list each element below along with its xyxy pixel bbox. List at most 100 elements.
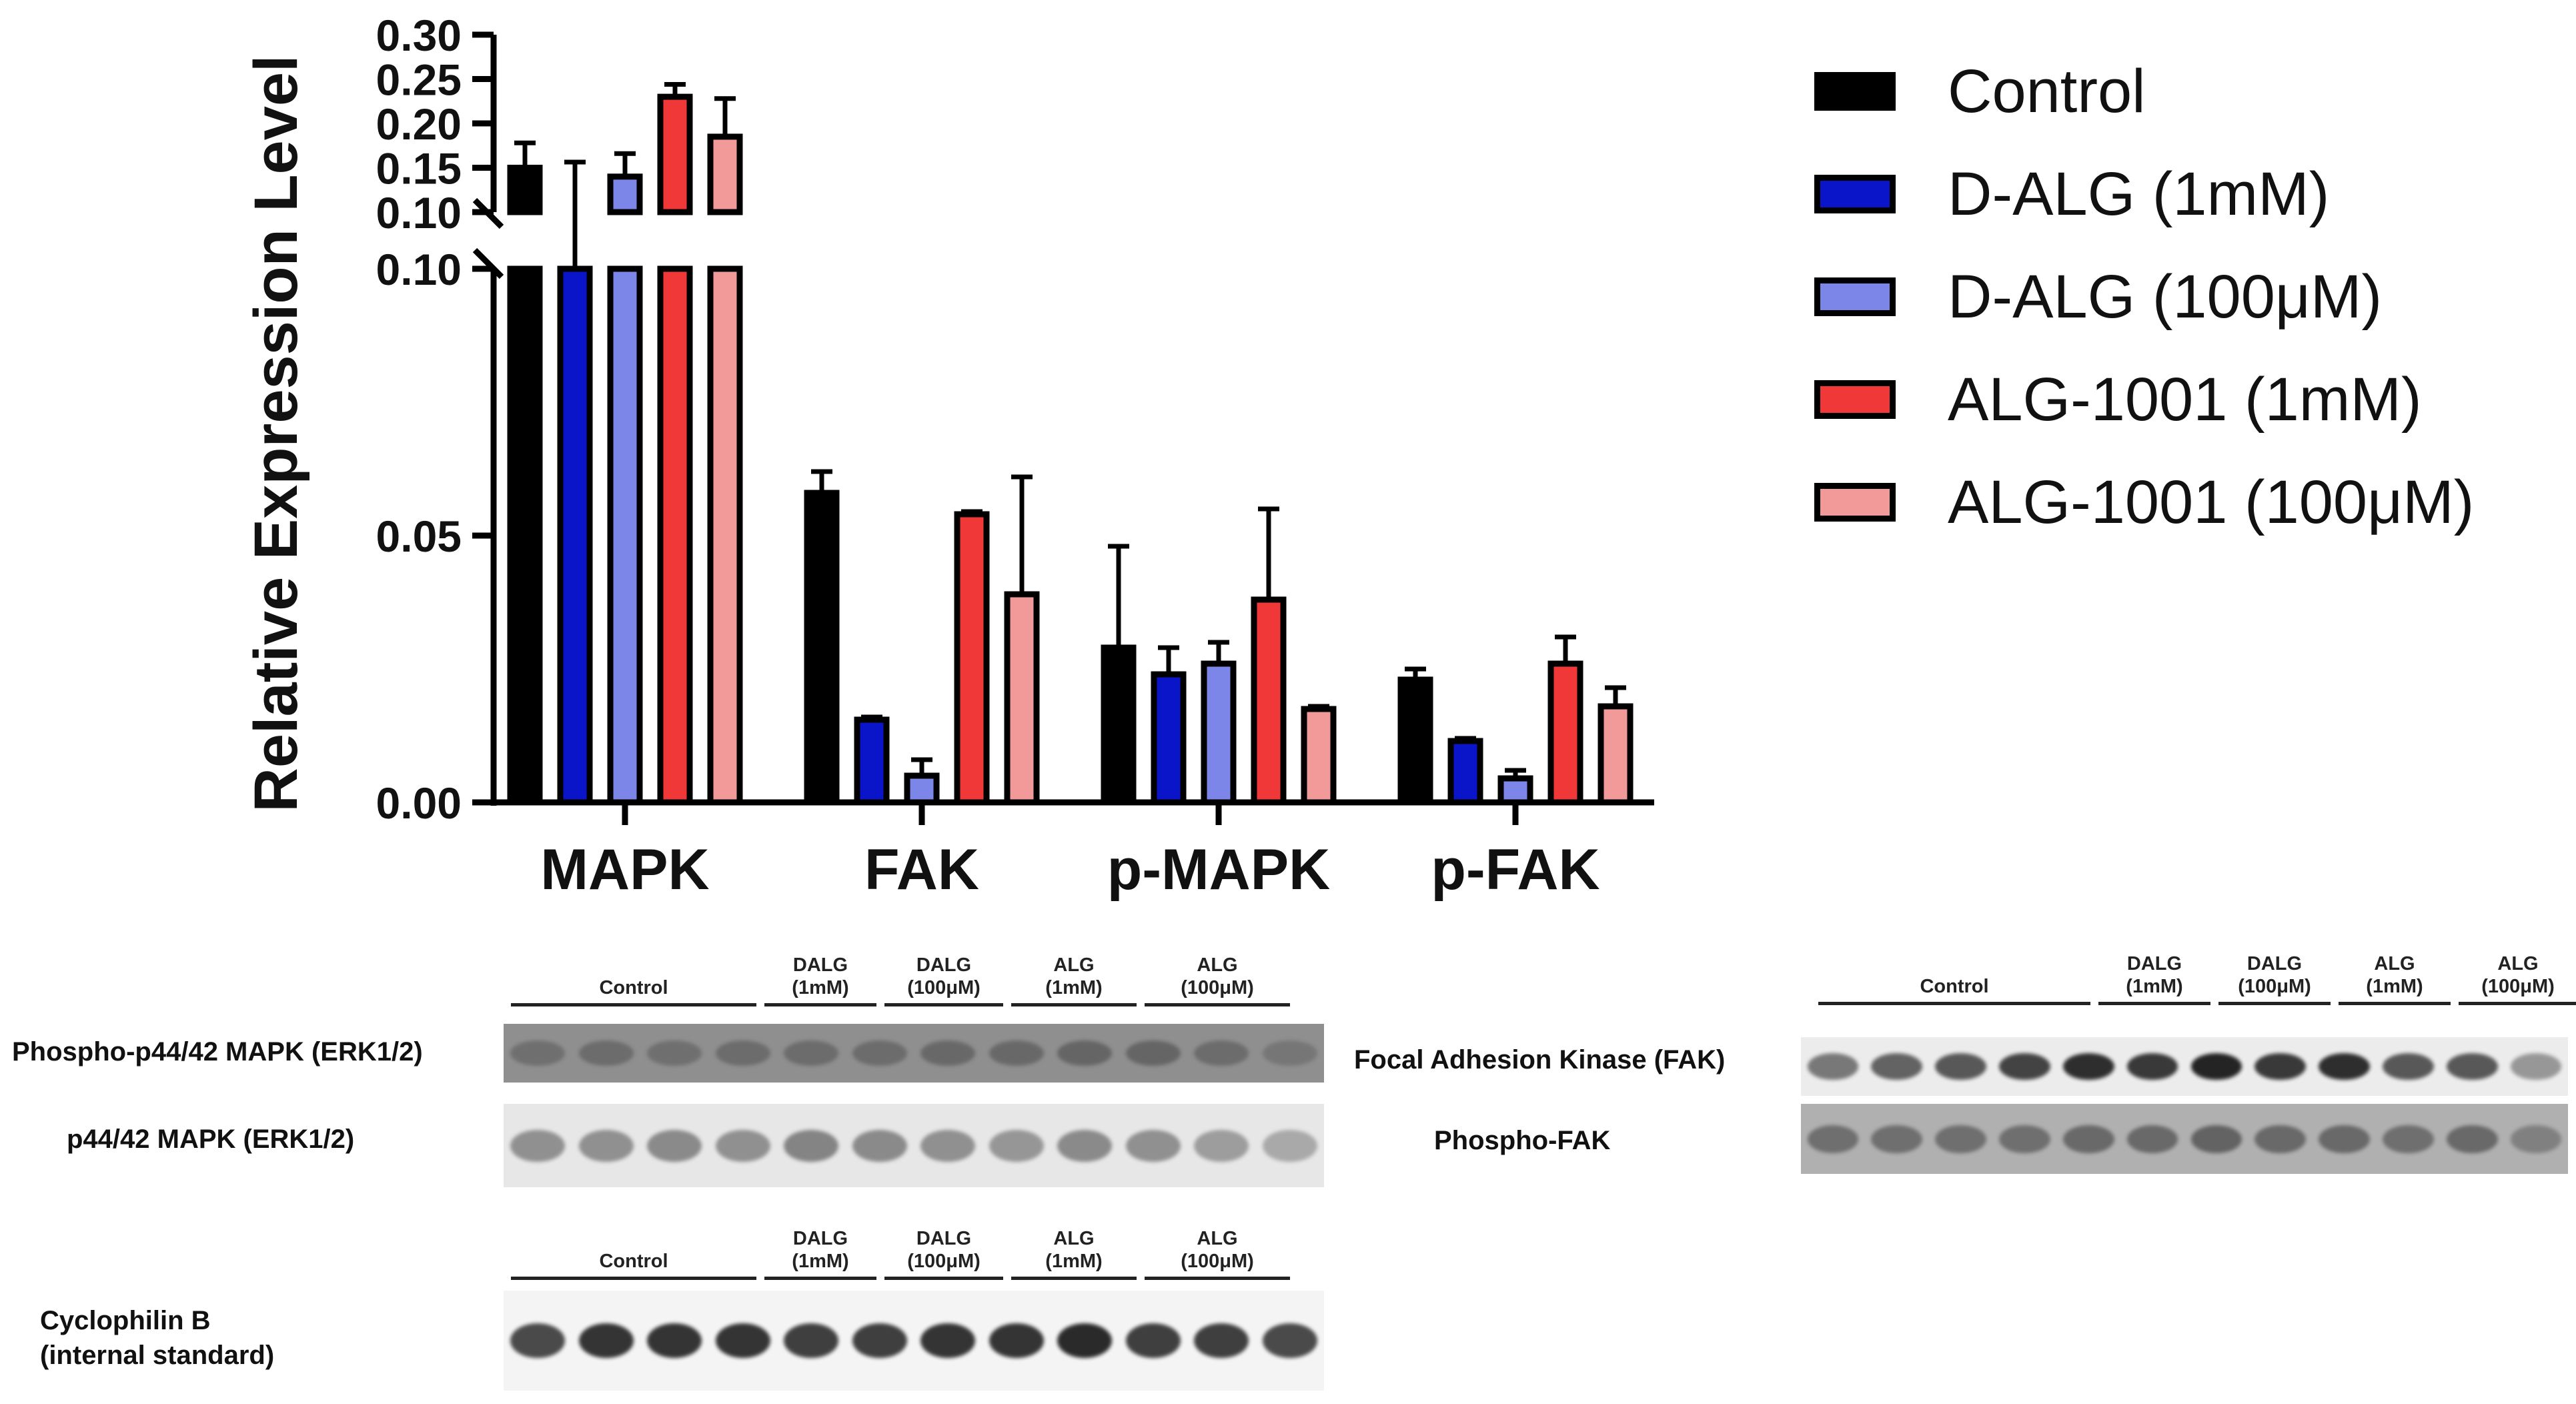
blot-band: [1057, 1323, 1113, 1358]
lane-group-underline: [2459, 1002, 2576, 1005]
blot-strip-fak: [1801, 1037, 2568, 1096]
legend-swatch: [1814, 380, 1896, 419]
blot-band: [852, 1040, 907, 1066]
lane-group-name: DALG: [2246, 953, 2303, 974]
lane-group-condition: Control: [599, 1251, 668, 1272]
blot-band: [2126, 1053, 2178, 1080]
legend-swatch: [1814, 175, 1896, 213]
blot-band: [715, 1040, 770, 1066]
lane-group-name: DALG: [792, 954, 848, 976]
lane-group-underline: [1145, 1003, 1290, 1006]
blot-strip-cyclophilin: [504, 1291, 1324, 1391]
lane-group-header: ALG (1mM): [2335, 952, 2455, 998]
lane-group-header: ALG (100μM): [1141, 954, 1294, 999]
lane-group-name: [507, 954, 760, 976]
blot-band: [1262, 1129, 1317, 1162]
blot-band: [784, 1040, 839, 1066]
blot-band: [920, 1323, 976, 1358]
blot-band: [1935, 1125, 1986, 1153]
bar-mapk-d-alg-1mm: [557, 265, 593, 806]
y-tick-label: 0.00: [376, 778, 462, 828]
lane-group-condition: (100μM): [907, 977, 981, 998]
total-mapk-label: p44/42 MAPK (ERK1/2): [67, 1125, 355, 1154]
lane-group-header: DALG (1mM): [760, 954, 880, 999]
lane-group-header: DALG (100μM): [2214, 952, 2335, 998]
blot-band: [510, 1040, 566, 1066]
bar-fak-d-alg-100-m: [904, 772, 940, 806]
chart-legend: Control D-ALG (1mM) D-ALG (100μM) ALG-1001 …: [1814, 40, 2474, 554]
lane-group-condition: (1mM): [1045, 977, 1103, 998]
bar-lower-mapk-alg-1001-1mm: [657, 265, 693, 806]
axis-break-mark: [472, 247, 504, 279]
lane-group-name: ALG: [2374, 953, 2415, 974]
blot-strip-total-mapk: [504, 1104, 1324, 1187]
blot-band: [2319, 1125, 2370, 1153]
blot-band: [1125, 1040, 1181, 1066]
blot-band: [2446, 1053, 2498, 1080]
lane-group-name: ALG: [1053, 1228, 1095, 1249]
blot-strip-phospho-mapk: [504, 1024, 1324, 1083]
legend-item: D-ALG (100μM): [1814, 245, 2474, 348]
blot-band: [2062, 1053, 2114, 1080]
blot-band: [1871, 1053, 1923, 1080]
lane-group-underline: [764, 1277, 876, 1280]
blot-band: [1935, 1053, 1986, 1080]
lane-group-condition: (1mM): [792, 977, 849, 998]
lane-group-name: ALG: [1053, 954, 1095, 976]
legend-item: Control: [1814, 40, 2474, 143]
blot-band: [852, 1129, 907, 1162]
x-tick-label: p-MAPK: [1107, 838, 1330, 902]
bar-fak-alg-1001-100-m: [1004, 591, 1040, 806]
bar-p-mapk-alg-1001-1mm: [1251, 596, 1287, 806]
y-tick-label: 0.10: [376, 188, 462, 237]
lane-group-condition: (100μM): [2481, 976, 2555, 997]
x-tick-label: MAPK: [540, 838, 709, 902]
phospho-fak-label: Phospho-FAK: [1434, 1126, 1611, 1155]
blot-band: [715, 1323, 770, 1358]
blot-band: [1057, 1129, 1113, 1162]
bar-p-fak-control: [1397, 676, 1433, 806]
blot-band: [1807, 1125, 1859, 1153]
lane-group-underline: [1818, 1002, 2090, 1005]
bar-p-mapk-alg-1001-100-m: [1301, 706, 1337, 806]
blot-band: [2190, 1053, 2242, 1080]
blot-band: [647, 1129, 702, 1162]
lane-group-name: [507, 1227, 760, 1250]
blot-band: [1999, 1125, 2050, 1153]
bar-fak-alg-1001-1mm: [954, 511, 990, 806]
bar-fak-control: [804, 490, 840, 806]
lane-group-underline: [2218, 1002, 2331, 1005]
lane-group-underline: [2339, 1002, 2451, 1005]
blot-band: [1194, 1323, 1249, 1358]
lane-group-header: DALG (1mM): [760, 1227, 880, 1273]
x-tick-label: FAK: [864, 838, 979, 902]
legend-label: Control: [1948, 57, 2146, 125]
bar-lower-mapk-d-alg-100-m: [607, 265, 643, 806]
legend-item: ALG-1001 (100μM): [1814, 451, 2474, 554]
lane-group-name: ALG: [1197, 954, 1238, 976]
blot-band: [1125, 1129, 1181, 1162]
blot-strip-phospho-fak: [1801, 1104, 2568, 1174]
fak-label: Focal Adhesion Kinase (FAK): [1354, 1045, 1726, 1075]
bar-upper-mapk-alg-1001-1mm: [657, 93, 693, 215]
blot-band: [784, 1323, 839, 1358]
y-tick-label: 0.10: [376, 245, 462, 294]
y-tick-label: 0.20: [376, 99, 462, 149]
legend-label: D-ALG (1mM): [1948, 159, 2330, 228]
lane-group-underline: [2098, 1002, 2210, 1005]
blot-band: [1262, 1040, 1317, 1066]
lane-group-condition: Control: [599, 977, 668, 998]
bar-p-mapk-control: [1101, 644, 1137, 806]
blot-band: [2255, 1125, 2307, 1153]
blot-band: [784, 1129, 839, 1162]
blot-band: [989, 1129, 1044, 1162]
bar-upper-mapk-d-alg-100-m: [607, 173, 643, 215]
lane-group-condition: (1mM): [2126, 976, 2183, 997]
lane-group-condition: (1mM): [1045, 1251, 1103, 1272]
y-axis-label: Relative Expression Level: [242, 55, 310, 812]
blot-band: [578, 1040, 634, 1066]
cyclophilin-label: Cyclophilin B: [40, 1306, 211, 1335]
blot-band: [1262, 1323, 1317, 1358]
lane-group-underline: [1011, 1003, 1137, 1006]
